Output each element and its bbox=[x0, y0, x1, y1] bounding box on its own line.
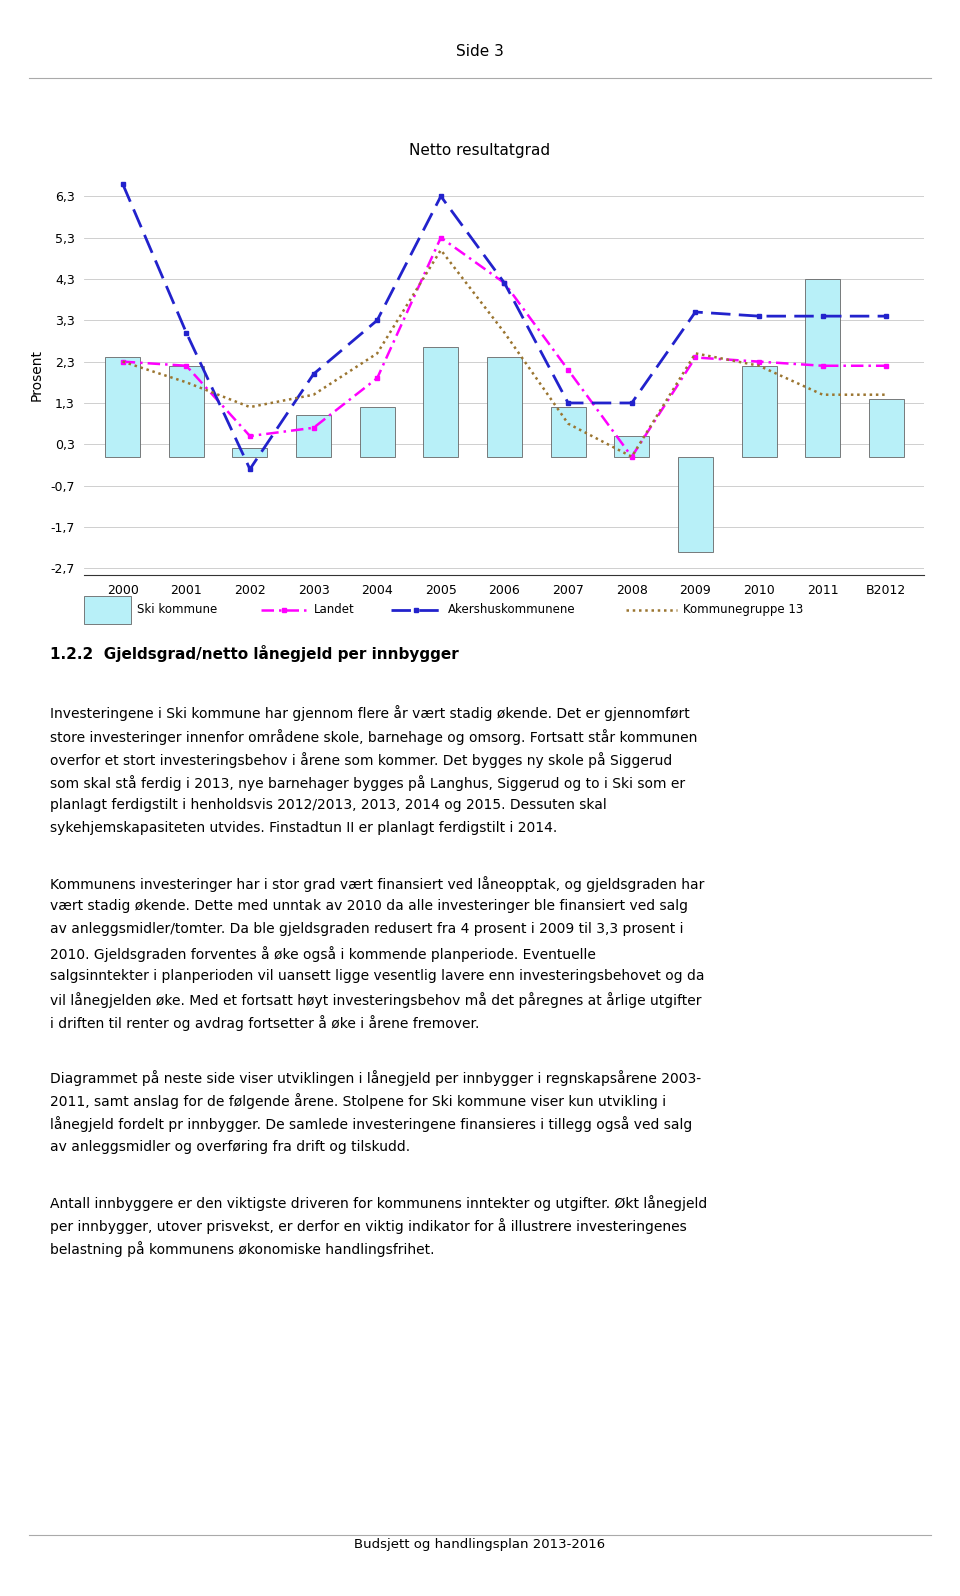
Text: Investeringene i Ski kommune har gjennom flere år vært stadig økende. Det er gje: Investeringene i Ski kommune har gjennom… bbox=[50, 705, 689, 721]
Text: 2011, samt anslag for de følgende årene. Stolpene for Ski kommune viser kun utvi: 2011, samt anslag for de følgende årene.… bbox=[50, 1093, 666, 1109]
Bar bbox=[869, 399, 903, 456]
Bar bbox=[487, 358, 522, 456]
Text: 2010. Gjeldsgraden forventes å øke også i kommende planperiode. Eventuelle: 2010. Gjeldsgraden forventes å øke også … bbox=[50, 945, 596, 961]
Text: sykehjemskapasiteten utvides. Finstadtun II er planlagt ferdigstilt i 2014.: sykehjemskapasiteten utvides. Finstadtun… bbox=[50, 820, 557, 835]
Text: Side 3: Side 3 bbox=[456, 45, 504, 59]
Bar bbox=[678, 456, 713, 552]
Text: overfor et stort investeringsbehov i årene som kommer. Det bygges ny skole på Si: overfor et stort investeringsbehov i åre… bbox=[50, 752, 672, 768]
Bar bbox=[106, 358, 140, 456]
Bar bbox=[614, 436, 649, 456]
Text: belastning på kommunens økonomiske handlingsfrihet.: belastning på kommunens økonomiske handl… bbox=[50, 1242, 435, 1256]
Text: salgsinntekter i planperioden vil uansett ligge vesentlig lavere enn investering: salgsinntekter i planperioden vil uanset… bbox=[50, 969, 705, 983]
Bar bbox=[805, 279, 840, 456]
Text: vil lånegjelden øke. Med et fortsatt høyt investeringsbehov må det påregnes at å: vil lånegjelden øke. Med et fortsatt høy… bbox=[50, 991, 702, 1007]
Bar bbox=[84, 595, 131, 624]
Text: som skal stå ferdig i 2013, nye barnehager bygges på Langhus, Siggerud og to i S: som skal stå ferdig i 2013, nye barnehag… bbox=[50, 776, 685, 790]
Text: Landet: Landet bbox=[314, 603, 354, 616]
Bar bbox=[423, 348, 458, 456]
Text: planlagt ferdigstilt i henholdsvis 2012/2013, 2013, 2014 og 2015. Dessuten skal: planlagt ferdigstilt i henholdsvis 2012/… bbox=[50, 798, 607, 812]
Text: av anleggsmidler og overføring fra drift og tilskudd.: av anleggsmidler og overføring fra drift… bbox=[50, 1140, 410, 1154]
Bar bbox=[741, 365, 777, 456]
Bar bbox=[169, 365, 204, 456]
Text: lånegjeld fordelt pr innbygger. De samlede investeringene finansieres i tillegg : lånegjeld fordelt pr innbygger. De samle… bbox=[50, 1117, 692, 1132]
Text: Kommunegruppe 13: Kommunegruppe 13 bbox=[684, 603, 804, 616]
Bar bbox=[551, 407, 586, 456]
Bar bbox=[296, 415, 331, 456]
Text: 1.2.2  Gjeldsgrad/netto lånegjeld per innbygger: 1.2.2 Gjeldsgrad/netto lånegjeld per inn… bbox=[50, 645, 459, 662]
Text: vært stadig økende. Dette med unntak av 2010 da alle investeringer ble finansier: vært stadig økende. Dette med unntak av … bbox=[50, 899, 688, 913]
Text: Budsjett og handlingsplan 2013-2016: Budsjett og handlingsplan 2013-2016 bbox=[354, 1539, 606, 1551]
Text: i driften til renter og avdrag fortsetter å øke i årene fremover.: i driften til renter og avdrag fortsette… bbox=[50, 1015, 479, 1031]
Text: Kommunens investeringer har i stor grad vært finansiert ved låneopptak, og gjeld: Kommunens investeringer har i stor grad … bbox=[50, 876, 705, 892]
Y-axis label: Prosent: Prosent bbox=[30, 350, 43, 401]
Text: Antall innbyggere er den viktigste driveren for kommunens inntekter og utgifter.: Antall innbyggere er den viktigste drive… bbox=[50, 1195, 708, 1210]
Text: per innbygger, utover prisvekst, er derfor en viktig indikator for å illustrere : per innbygger, utover prisvekst, er derf… bbox=[50, 1218, 686, 1234]
Text: Diagrammet på neste side viser utviklingen i lånegjeld per innbygger i regnskaps: Diagrammet på neste side viser utvikling… bbox=[50, 1071, 701, 1085]
Text: Ski kommune: Ski kommune bbox=[137, 603, 218, 616]
Bar bbox=[232, 448, 268, 456]
Text: Akershuskommunene: Akershuskommunene bbox=[448, 603, 576, 616]
Text: av anleggsmidler/tomter. Da ble gjeldsgraden redusert fra 4 prosent i 2009 til 3: av anleggsmidler/tomter. Da ble gjeldsgr… bbox=[50, 922, 684, 937]
Text: store investeringer innenfor områdene skole, barnehage og omsorg. Fortsatt står : store investeringer innenfor områdene sk… bbox=[50, 729, 697, 744]
Bar bbox=[360, 407, 395, 456]
Text: Netto resultatgrad: Netto resultatgrad bbox=[409, 142, 551, 158]
